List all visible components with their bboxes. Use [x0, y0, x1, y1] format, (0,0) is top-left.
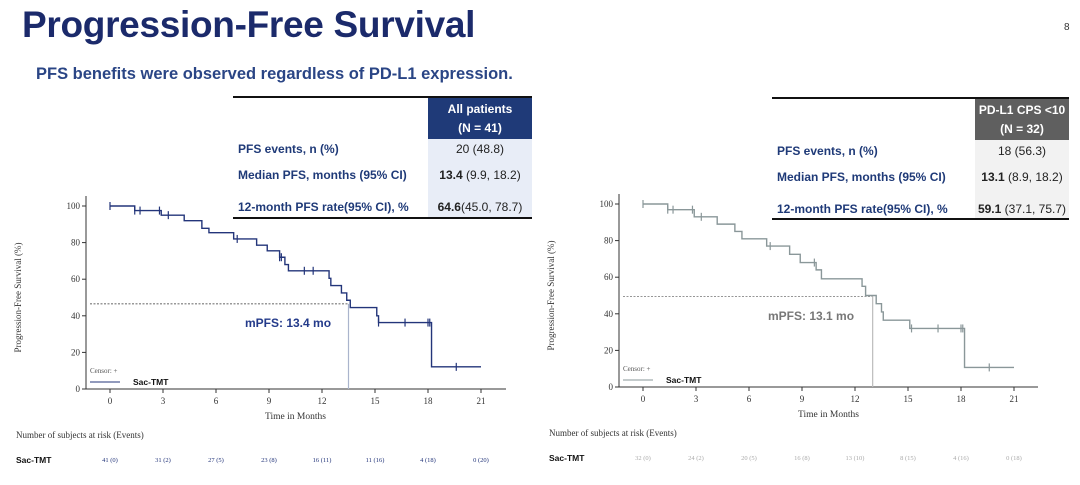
risk-count: 16 (8) [794, 455, 810, 462]
risk-count: 11 (16) [366, 457, 385, 464]
survival-curve [110, 205, 481, 368]
legend-series-name: Sac-TMT [133, 377, 169, 387]
value: (45.0, 78.7) [460, 200, 523, 214]
x-tick-label: 3 [694, 394, 699, 404]
risk-count: 23 (8) [261, 457, 277, 464]
value-bold: 64.6 [437, 200, 461, 214]
row-label: 12-month PFS rate(95% CI), % [777, 202, 948, 216]
risk-table-title: Number of subjects at risk (Events) [16, 430, 144, 440]
y-tick-label: 40 [71, 311, 81, 321]
legend-censor: Censor: + [90, 367, 118, 375]
summary-table-all-patients: All patients (N = 41) PFS events, n (%) 2… [233, 96, 532, 219]
y-tick-label: 80 [71, 238, 81, 248]
risk-count: 8 (15) [900, 455, 916, 462]
table-row: PFS events, n (%) 20 (48.8) [233, 142, 532, 162]
table-row: Median PFS, months (95% CI) 13.1 (8.9, 18… [772, 170, 1069, 190]
risk-count: 31 (2) [155, 457, 171, 464]
page-subtitle: PFS benefits were observed regardless of… [36, 65, 513, 83]
risk-count: 0 (18) [1006, 455, 1022, 462]
x-tick-label: 6 [214, 396, 219, 406]
y-tick-label: 40 [604, 309, 614, 319]
x-tick-label: 21 [477, 396, 486, 406]
x-tick-label: 0 [641, 394, 646, 404]
page-title: Progression-Free Survival [22, 4, 476, 45]
y-tick-label: 0 [609, 382, 614, 392]
header-line1: PD-L1 CPS <10 [978, 103, 1066, 117]
legend-series-name: Sac-TMT [666, 375, 702, 385]
header-line2: (N = 32) [1000, 122, 1044, 136]
row-label: 12-month PFS rate(95% CI), % [238, 200, 409, 214]
value: 18 (56.3) [997, 144, 1047, 158]
median-label: mPFS: 13.1 mo [768, 309, 854, 323]
value-bold: 13.4 [439, 168, 463, 182]
table-header: All patients (N = 41) [428, 98, 532, 139]
x-axis-label: Time in Months [265, 412, 326, 422]
y-tick-label: 100 [67, 201, 81, 211]
header-line2: (N = 41) [458, 121, 502, 135]
x-tick-label: 3 [161, 396, 166, 406]
risk-table-title: Number of subjects at risk (Events) [549, 428, 677, 438]
risk-count: 27 (5) [208, 457, 224, 464]
risk-count: 41 (0) [102, 457, 118, 464]
median-label: mPFS: 13.4 mo [245, 316, 331, 330]
risk-count: 4 (18) [420, 457, 436, 464]
x-tick-label: 21 [1010, 394, 1019, 404]
risk-count: 4 (16) [953, 455, 969, 462]
x-tick-label: 9 [800, 394, 805, 404]
x-tick-label: 12 [318, 396, 327, 406]
risk-count: 32 (0) [635, 455, 651, 462]
summary-table-pdl1-low: PD-L1 CPS <10 (N = 32) PFS events, n (%)… [772, 97, 1069, 220]
header-line1: All patients [447, 102, 513, 116]
row-label: Median PFS, months (95% CI) [238, 168, 407, 182]
km-chart-pdl1-low: 0 20 40 60 80 100 0 3 6 9 12 15 18 21 Time in Months Pr… [546, 194, 1038, 463]
risk-count: 16 (11) [313, 457, 332, 464]
y-tick-label: 20 [604, 345, 614, 355]
y-axis-label: Progression-Free Survival (%) [546, 241, 556, 351]
y-tick-label: 80 [604, 236, 614, 246]
x-tick-label: 12 [851, 394, 860, 404]
value-bold: 59.1 [977, 202, 1002, 216]
survival-curve [643, 203, 1014, 369]
risk-row-label: Sac-TMT [549, 453, 585, 463]
table-row: Median PFS, months (95% CI) 13.4 (9.9, 18… [233, 168, 532, 188]
km-chart-all-patients: 0 20 40 60 80 100 0 3 6 9 12 15 18 21 Time in Months Pr… [13, 196, 506, 465]
y-tick-label: 60 [604, 272, 614, 282]
value: (9.9, 18.2) [462, 168, 521, 182]
risk-row-label: Sac-TMT [16, 455, 52, 465]
y-tick-label: 0 [76, 384, 81, 394]
x-axis-label: Time in Months [798, 410, 859, 420]
x-tick-label: 18 [424, 396, 434, 406]
risk-count: 0 (20) [473, 457, 489, 464]
y-tick-label: 20 [71, 347, 81, 357]
row-label: PFS events, n (%) [777, 144, 878, 158]
row-label: Median PFS, months (95% CI) [777, 170, 946, 184]
value-bold: 13.1 [981, 170, 1005, 184]
x-tick-label: 15 [904, 394, 914, 404]
page-number: 8 [1064, 22, 1070, 33]
value: 20 (48.8) [455, 142, 505, 156]
risk-count: 13 (10) [846, 455, 865, 462]
table-row: PFS events, n (%) 18 (56.3) [772, 144, 1069, 164]
y-axis-label: Progression-Free Survival (%) [13, 243, 23, 353]
table-header: PD-L1 CPS <10 (N = 32) [975, 99, 1069, 140]
x-tick-label: 6 [747, 394, 752, 404]
x-tick-label: 18 [957, 394, 967, 404]
risk-count: 24 (2) [688, 455, 704, 462]
x-tick-label: 0 [108, 396, 113, 406]
legend-censor: Censor: + [623, 365, 651, 373]
y-tick-label: 60 [71, 274, 81, 284]
value: (8.9, 18.2) [1004, 170, 1063, 184]
row-label: PFS events, n (%) [238, 142, 339, 156]
risk-count: 20 (5) [741, 455, 757, 462]
y-tick-label: 100 [600, 199, 614, 209]
value: (37.1, 75.7) [1001, 202, 1067, 216]
x-tick-label: 15 [371, 396, 381, 406]
table-row: 12-month PFS rate(95% CI), % 59.1 (37.1, … [772, 202, 1069, 222]
table-row: 12-month PFS rate(95% CI), % 64.6(45.0, 7… [233, 200, 532, 220]
x-tick-label: 9 [267, 396, 272, 406]
